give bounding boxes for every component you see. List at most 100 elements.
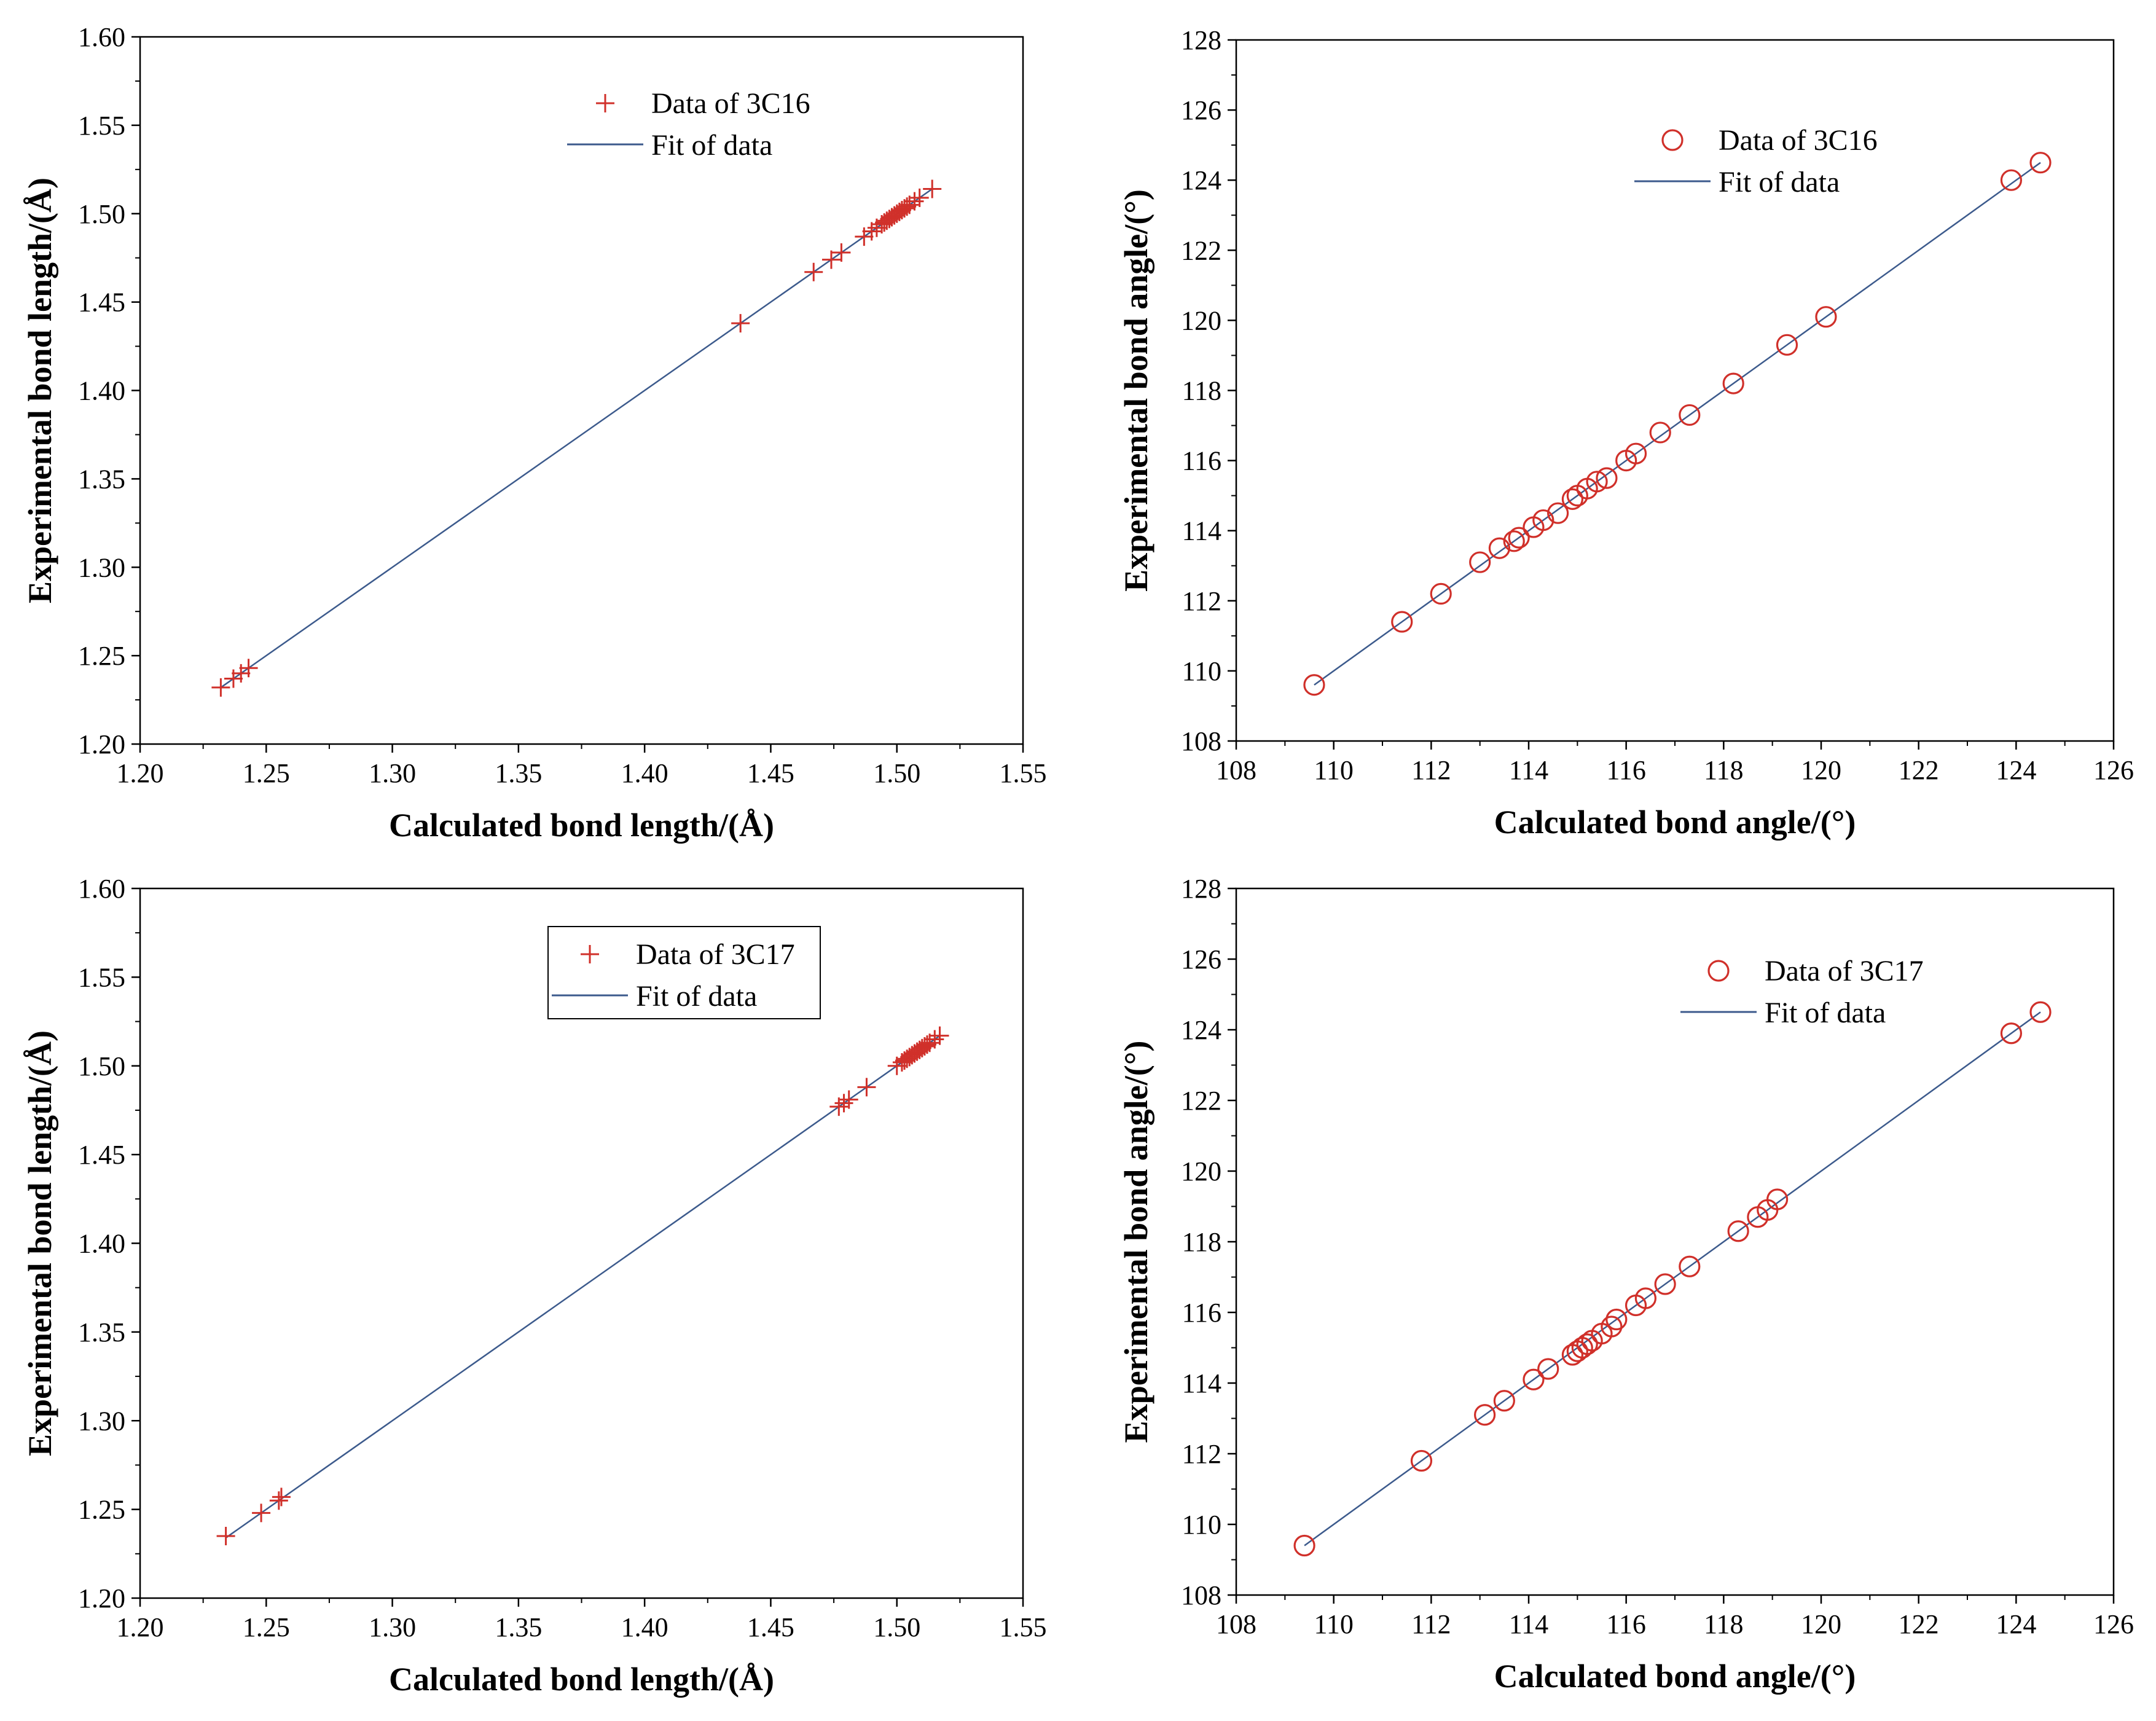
data-point [1634,1287,1656,1309]
y-tick-label: 110 [1182,1510,1221,1540]
y-tick-label: 114 [1182,516,1221,546]
data-point [1503,530,1525,552]
x-axis-label: Calculated bond length/(Å) [389,1661,774,1698]
x-tick-label: 108 [1216,1609,1256,1639]
legend: Data of 3C16 Fit of data [567,87,810,162]
data-point [804,262,823,281]
x-tick-label: 1.40 [621,1612,668,1642]
x-tick-label: 1.30 [369,758,416,788]
data-point [821,250,841,269]
x-tick-label: 122 [1899,755,1939,785]
x-tick-label: 126 [2093,755,2134,785]
y-tick-label: 1.60 [78,22,125,52]
chart-bond-length-3C17: 1.20 1.25 1.30 1.35 1.40 1.45 1.50 1.55 1.20 1.25… [22,874,1047,1698]
data-point [829,1097,849,1116]
y-tick-label: 1.50 [78,199,125,229]
x-tick-label: 126 [2093,1609,2134,1639]
data-point [1654,1273,1676,1295]
chart-bond-angle-3C16: 108 110 112 114 116 118 120 122 124 126 108 110 112 1… [1118,25,2134,841]
y-tick-label: 1.20 [78,1583,125,1613]
x-tick-label: 116 [1606,1609,1645,1639]
x-tick-label: 108 [1216,755,1256,785]
data-point [1596,467,1618,489]
data-point [252,1503,271,1523]
legend-data-label: Data of 3C16 [651,87,810,120]
y-tick-label: 1.55 [78,111,125,141]
data-point [857,1078,876,1097]
y-tick-label: 1.45 [78,1140,125,1170]
data-point [1586,471,1608,493]
y-tick-label: 122 [1181,1086,1221,1116]
x-tick-label: 1.50 [873,758,920,788]
x-tick-label: 1.25 [243,1612,290,1642]
y-tick-label: 126 [1181,944,1221,974]
data-point [1727,1220,1749,1242]
data-point [910,188,929,207]
data-point [839,1090,858,1109]
plot-frame [1235,39,2115,742]
data-point [1293,1534,1315,1557]
data-point [1508,527,1530,549]
x-tick-label: 120 [1801,755,1841,785]
data-point [923,179,942,198]
data-point [1649,421,1671,444]
legend-marker [581,945,599,963]
y-tick-label: 108 [1181,1580,1221,1610]
y-tick-label: 124 [1181,165,1221,195]
legend: Data of 3C17 Fit of data [1680,955,1924,1029]
y-tick-label: 126 [1181,95,1221,125]
data-point [1766,1188,1789,1210]
x-tick-label: 1.50 [873,1612,920,1642]
y-tick-label: 114 [1182,1368,1221,1398]
legend-fit-label: Fit of data [1719,166,1840,198]
y-tick-label: 124 [1181,1015,1221,1045]
legend: Data of 3C17 Fit of data [547,926,821,1019]
y-tick-label: 1.60 [78,874,125,904]
data-point [1488,537,1510,559]
y-tick-label: 1.35 [78,464,125,494]
data-point [1430,582,1452,605]
data-point [862,222,881,241]
data-point [2000,1022,2022,1045]
y-tick-label: 128 [1181,25,1221,55]
data-point [900,195,919,214]
data-point [834,1094,853,1113]
data-point [1537,1358,1559,1380]
data-point [895,199,914,218]
data-point [1493,1390,1515,1412]
data-point [1679,404,1701,426]
y-tick-label: 116 [1182,446,1221,476]
y-tick-label: 1.25 [78,641,125,671]
x-tick-label: 1.45 [747,758,794,788]
data-point [1776,334,1798,356]
y-axis-label: Experimental bond length/(Å) [22,178,58,603]
legend: Data of 3C16 Fit of data [1634,124,1878,198]
data-point [1303,674,1325,696]
legend-marker [596,94,614,112]
x-tick-label: 122 [1899,1609,1939,1639]
x-tick-label: 1.40 [621,758,668,788]
data-point [1722,372,1744,394]
data-point [731,314,750,333]
legend-fit-label: Fit of data [636,980,757,1013]
y-tick-label: 120 [1181,305,1221,335]
legend-data-label: Data of 3C17 [1765,955,1924,987]
data-point [1561,488,1583,510]
x-tick-label: 1.25 [243,758,290,788]
x-tick-label: 1.55 [1000,758,1047,788]
x-tick-label: 1.20 [117,1612,164,1642]
data-point [1410,1449,1433,1472]
y-tick-label: 1.40 [78,1229,125,1259]
data-point [1679,1255,1701,1277]
data-point [2029,152,2052,174]
y-tick-label: 110 [1182,656,1221,686]
data-point [1474,1404,1496,1426]
data-point [2029,1001,2052,1023]
legend-fit-label: Fit of data [651,129,772,162]
y-tick-label: 118 [1182,1227,1221,1257]
x-tick-label: 1.45 [747,1612,794,1642]
plot-frame [139,36,1024,745]
data-point [1625,442,1647,465]
x-tick-label: 116 [1606,755,1645,785]
x-tick-label: 118 [1704,1609,1743,1639]
